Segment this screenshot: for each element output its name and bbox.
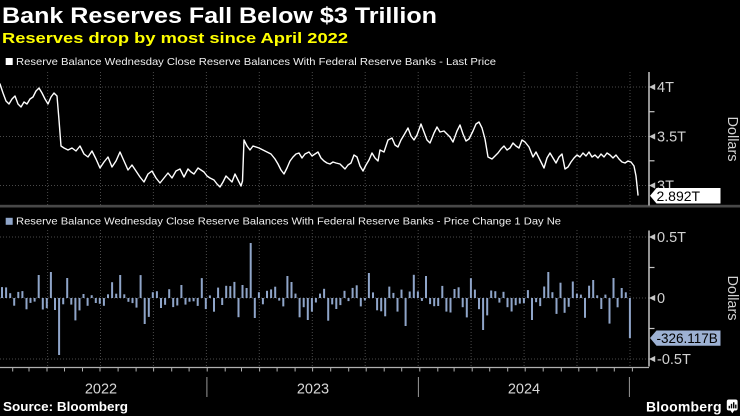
svg-text:4T: 4T — [657, 80, 674, 96]
svg-text:3.5T: 3.5T — [657, 130, 686, 146]
svg-text:2024: 2024 — [508, 382, 540, 398]
svg-text:2.892T: 2.892T — [657, 188, 701, 204]
svg-text:Source: Bloomberg: Source: Bloomberg — [3, 400, 128, 414]
svg-text:Dollars: Dollars — [724, 275, 740, 320]
svg-text:-0.5T: -0.5T — [657, 352, 691, 368]
svg-text:Reserves drop by most since Ap: Reserves drop by most since April 2022 — [2, 30, 348, 47]
svg-text:Bank Reserves Fall Below $3 Tr: Bank Reserves Fall Below $3 Trillion — [2, 3, 437, 28]
svg-text:Bloomberg: Bloomberg — [646, 399, 722, 415]
svg-text:0: 0 — [657, 291, 665, 307]
svg-text:2022: 2022 — [85, 382, 117, 398]
svg-text:0.5T: 0.5T — [657, 230, 686, 246]
svg-text:2023: 2023 — [297, 382, 329, 398]
svg-text:Reserve Balance Wednesday Clos: Reserve Balance Wednesday Close Reserve … — [16, 57, 496, 68]
svg-text:Reserve Balance Wednesday Clos: Reserve Balance Wednesday Close Reserve … — [16, 217, 561, 228]
svg-text:-326.117B: -326.117B — [657, 331, 718, 346]
svg-text:Dollars: Dollars — [724, 116, 740, 161]
